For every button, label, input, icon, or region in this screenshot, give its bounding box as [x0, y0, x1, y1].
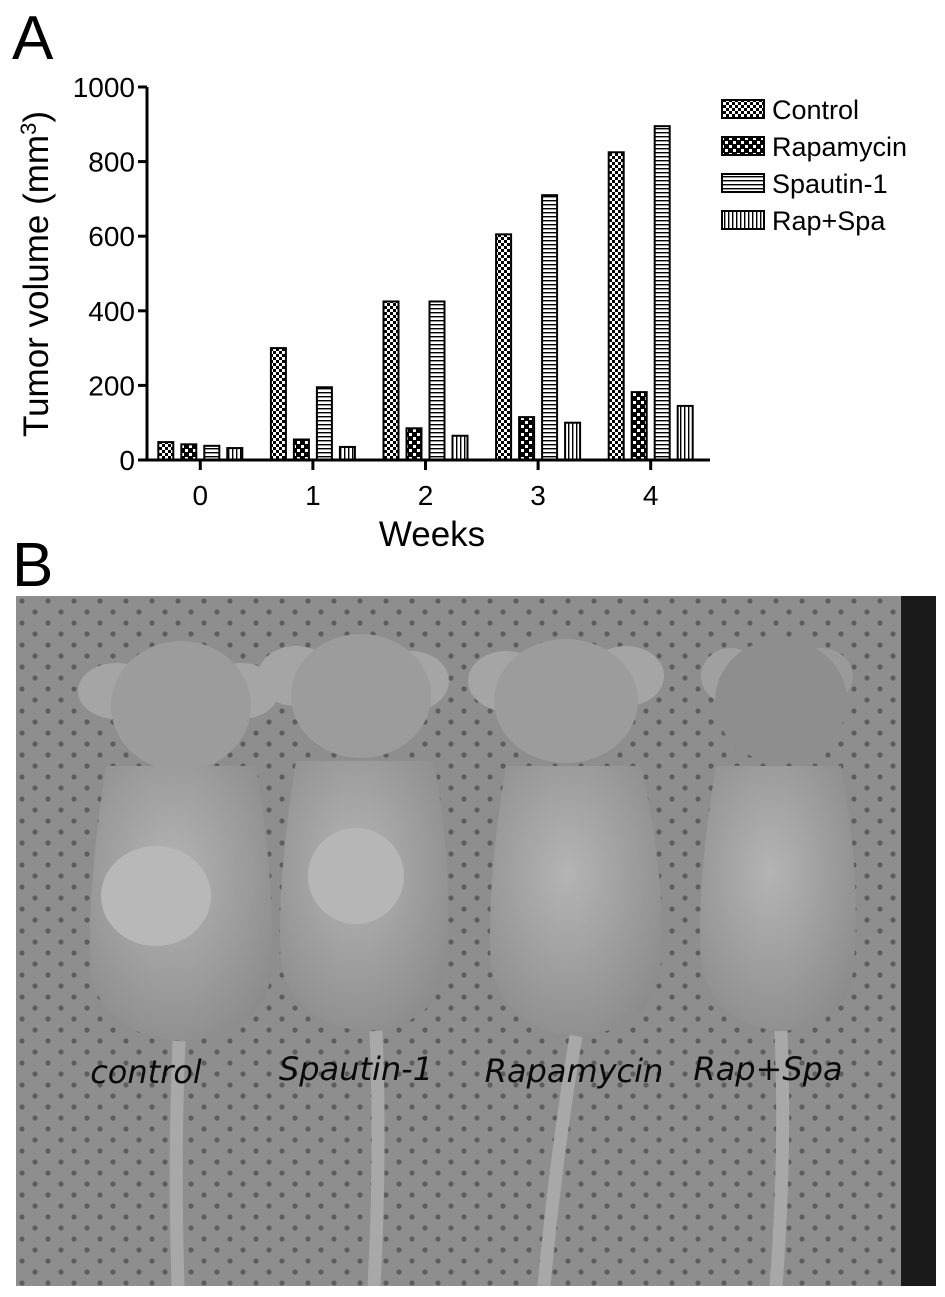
bar-rapamycin-week-3 — [518, 416, 536, 462]
legend-swatch-spautin-1 — [721, 173, 765, 193]
mouse-rapamycin — [468, 639, 664, 1286]
bar-control-week-3 — [495, 233, 513, 461]
x-tick-label-1: 1 — [305, 480, 321, 511]
x-tick-label-2: 2 — [418, 480, 434, 511]
y-tick-label-1000: 1000 — [73, 72, 135, 103]
mouse-rap-spa — [700, 639, 856, 1286]
tumor-volume-bar-chart: Tumor volume (mm3) 0 200 400 600 800 1000 0 1 2… — [16, 72, 908, 554]
bar-rapamycin-week-4 — [630, 391, 648, 462]
bar-control-week-1 — [269, 347, 287, 462]
bar-rap-spa-week-4 — [676, 404, 694, 462]
y-tick-label-400: 400 — [88, 296, 135, 327]
panel-label-b: B — [12, 531, 54, 600]
bar-rap-spa-week-0 — [226, 447, 244, 461]
dark-edge — [901, 596, 936, 1286]
bar-spautin-1-week-2 — [428, 300, 446, 461]
bar-rap-spa-week-1 — [338, 445, 356, 462]
legend-swatch-control — [721, 99, 765, 119]
bar-control-week-4 — [607, 151, 625, 461]
x-tick-label-4: 4 — [643, 480, 659, 511]
x-tick-label-0: 0 — [193, 480, 209, 511]
mouse-spautin-1 — [258, 634, 449, 1286]
bar-rapamycin-week-2 — [405, 427, 423, 462]
y-tick-label-200: 200 — [88, 370, 135, 401]
bar-control-week-2 — [382, 300, 400, 461]
legend-label-rap-spa: Rap+Spa — [772, 206, 886, 236]
bar-rapamycin-week-0 — [180, 443, 198, 462]
y-tick-label-0: 0 — [119, 445, 135, 476]
bar-rapamycin-week-1 — [292, 438, 310, 461]
legend-swatch-rapamycin — [721, 136, 765, 156]
x-axis-label: Weeks — [379, 515, 485, 554]
y-axis-label: Tumor volume (mm3) — [16, 111, 57, 437]
chart-legend: Control Rapamycin Spautin-1 Rap+Spa — [721, 95, 907, 236]
caption-control: control — [90, 1053, 202, 1091]
bar-spautin-1-week-1 — [315, 386, 333, 462]
y-tick-label-800: 800 — [88, 147, 135, 178]
bar-control-week-0 — [157, 441, 175, 462]
legend-label-control: Control — [772, 95, 859, 125]
bar-rap-spa-week-3 — [564, 421, 582, 462]
bar-spautin-1-week-0 — [203, 444, 221, 461]
panel-label-a: A — [12, 4, 54, 73]
legend-label-rapamycin: Rapamycin — [772, 132, 907, 162]
y-tick-label-600: 600 — [88, 221, 135, 252]
bar-spautin-1-week-4 — [653, 125, 671, 461]
legend-label-spautin-1: Spautin-1 — [772, 169, 888, 199]
caption-rap-spa: Rap+Spa — [693, 1050, 842, 1088]
mice-photograph: control Spautin-1 Rapamycin Rap+Spa — [16, 596, 936, 1286]
bar-spautin-1-week-3 — [541, 194, 559, 461]
caption-spautin-1: Spautin-1 — [279, 1050, 433, 1088]
legend-swatch-rap-spa — [721, 210, 765, 230]
bar-rap-spa-week-2 — [451, 434, 469, 462]
x-tick-label-3: 3 — [530, 480, 546, 511]
caption-rapamycin: Rapamycin — [485, 1052, 664, 1090]
